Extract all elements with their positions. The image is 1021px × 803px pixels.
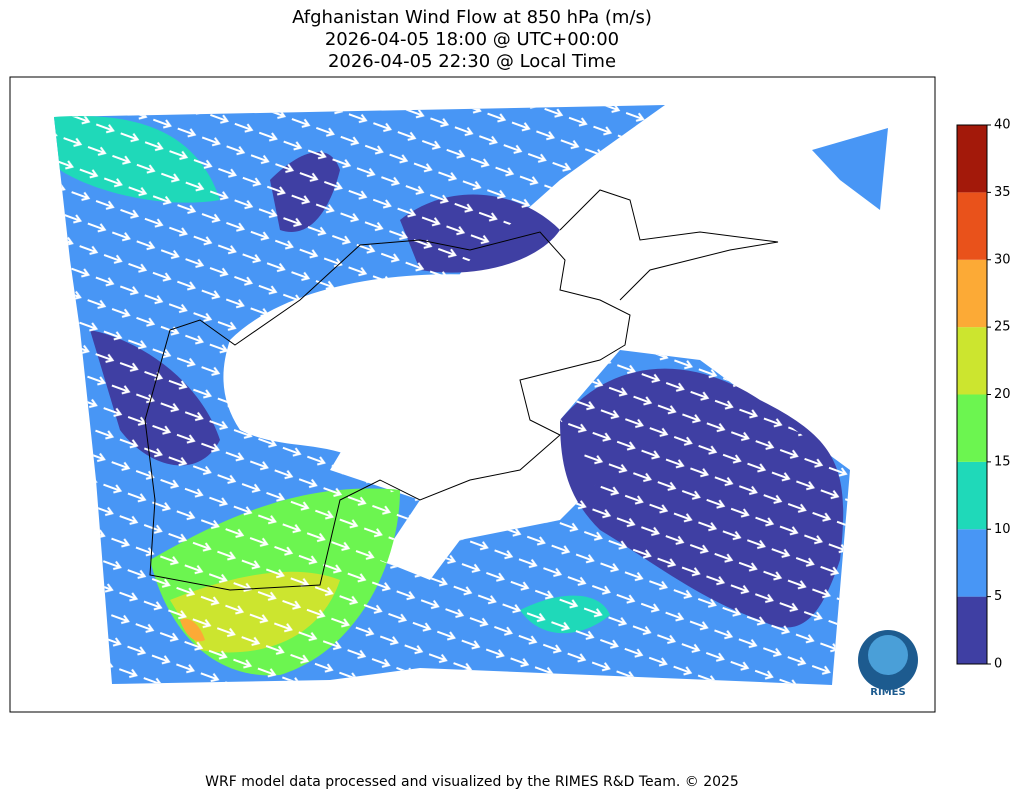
colorbar: 0 5 10 15 20 25 30 35 40 — [957, 118, 1011, 672]
logo: RIMES — [858, 630, 918, 698]
colorbar-bin — [957, 192, 987, 260]
wind-arrows — [54, 105, 850, 685]
logo-text: RIMES — [870, 687, 905, 698]
title-line: 2026-04-05 22:30 @ Local Time — [328, 51, 616, 72]
colorbar-bin — [957, 529, 987, 597]
colorbar-bin — [957, 125, 987, 193]
colorbar-bin — [957, 596, 987, 664]
colorbar-bin — [957, 327, 987, 395]
colorbar-tick-label: 40 — [994, 118, 1011, 133]
colorbar-tick-label: 10 — [994, 522, 1011, 537]
colorbar-tick-label: 25 — [994, 320, 1011, 335]
wind-field — [812, 128, 888, 210]
colorbar-frame — [956, 124, 988, 665]
colorbar-tick-label: 35 — [994, 185, 1011, 200]
boundaries — [144, 189, 779, 591]
wind-map — [54, 105, 888, 685]
colorbar-bin — [957, 461, 987, 530]
colorbar-tick-label: 30 — [994, 252, 1011, 267]
land-no-data — [223, 274, 630, 493]
title-line: 2026-04-05 18:00 @ UTC+00:00 — [325, 29, 619, 50]
logo-globe — [868, 635, 908, 675]
land-no-data — [560, 200, 778, 300]
map-frame — [9, 76, 936, 713]
colorbar-tick-label: 15 — [994, 454, 1011, 469]
colorbar-tick-label: 20 — [994, 387, 1011, 402]
footer: WRF model data processed and visualized … — [205, 774, 739, 790]
colorbar-tick-label: 5 — [994, 589, 1002, 604]
colorbar-tick-label: 0 — [994, 657, 1002, 672]
colorbar-bin — [957, 394, 987, 462]
colorbar-bin — [957, 259, 987, 328]
title-line: Afghanistan Wind Flow at 850 hPa (m/s) — [292, 7, 652, 28]
